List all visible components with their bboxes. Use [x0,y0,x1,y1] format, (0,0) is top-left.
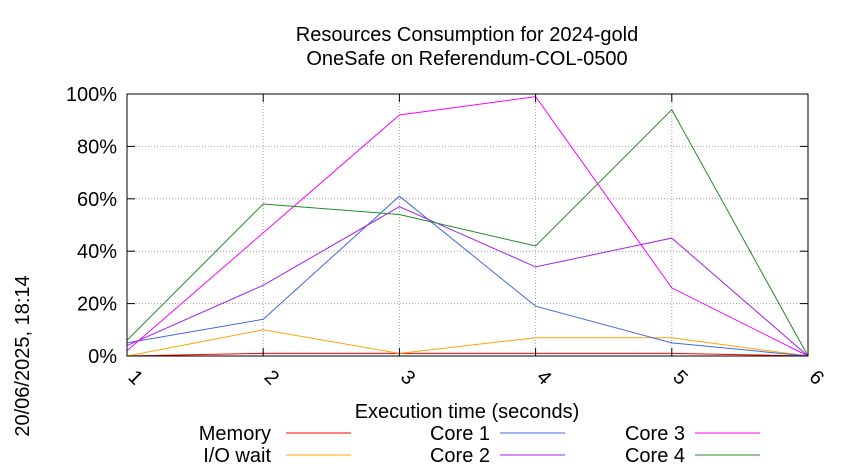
y-tick-label: 40% [77,241,117,263]
legend-label-core-1: Core 1 [430,423,490,445]
x-tick-label: 4 [532,366,555,389]
plot-frame [126,93,809,357]
legend-label-core-3: Core 3 [625,423,685,445]
series-line-memory [126,352,809,357]
x-axis-label: Execution time (seconds) [355,401,580,423]
y-tick-label: 80% [77,136,117,158]
legend-label-i-o-wait: I/O wait [203,445,271,467]
x-tick-label: 1 [124,366,147,389]
x-tick-label: 6 [805,366,828,389]
chart-title: Resources Consumption for 2024-gold [296,24,638,46]
series-layer [126,96,809,357]
legend-label-core-4: Core 4 [625,445,685,467]
side-timestamp-label: 20/06/2025, 18:14 [12,275,34,436]
y-tick-label: 100% [66,84,117,106]
series-line-core-2 [126,206,809,357]
x-tick-label: 2 [260,366,283,389]
y-tick-label: 60% [77,189,117,211]
x-tick-label: 5 [668,366,691,389]
x-tick-label: 3 [396,366,419,389]
legend-label-memory: Memory [199,423,271,445]
series-line-i-o-wait [126,329,809,357]
chart-subtitle: OneSafe on Referendum-COL-0500 [306,48,627,70]
grid [126,93,809,357]
y-tick-label: 20% [77,294,117,316]
y-tick-label: 0% [88,346,117,368]
series-line-core-1 [126,195,809,357]
legend-label-core-2: Core 2 [430,445,490,467]
series-line-core-3 [126,96,809,357]
series-line-core-4 [126,108,809,357]
